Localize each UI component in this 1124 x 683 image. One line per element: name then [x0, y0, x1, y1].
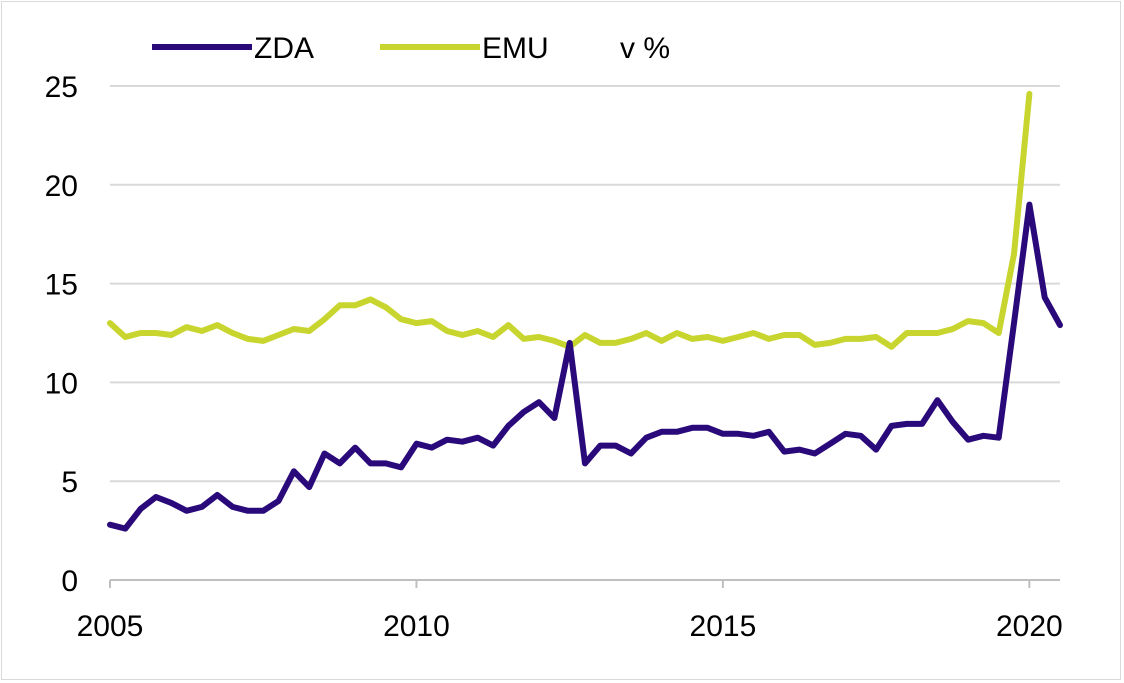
x-tick-labels: 2005 2010 2015 2020 — [77, 610, 1063, 643]
x-tick-label: 2005 — [77, 610, 144, 643]
x-axis — [109, 579, 1060, 588]
y-tick-label: 15 — [45, 269, 78, 302]
y-tick-label: 20 — [45, 170, 78, 203]
series-line-emu — [107, 90, 1033, 350]
y-tick-label: 0 — [61, 565, 78, 598]
series-lines — [107, 90, 1063, 532]
y-tick-label: 5 — [61, 466, 78, 499]
x-tick-label: 2015 — [690, 610, 757, 643]
y-tick-labels: 0 5 10 15 20 25 — [45, 71, 78, 598]
y-tick-label: 10 — [45, 367, 78, 400]
y-tick-label: 25 — [45, 71, 78, 104]
legend-label-emu: EMU — [482, 32, 549, 65]
legend-label-zda: ZDA — [254, 32, 314, 65]
series-line-zda — [107, 201, 1063, 532]
gridlines — [110, 85, 1060, 483]
legend: ZDA EMU v % — [152, 32, 670, 65]
x-tick-label: 2020 — [996, 610, 1063, 643]
unit-label: v % — [620, 32, 670, 65]
x-tick-label: 2010 — [383, 610, 450, 643]
